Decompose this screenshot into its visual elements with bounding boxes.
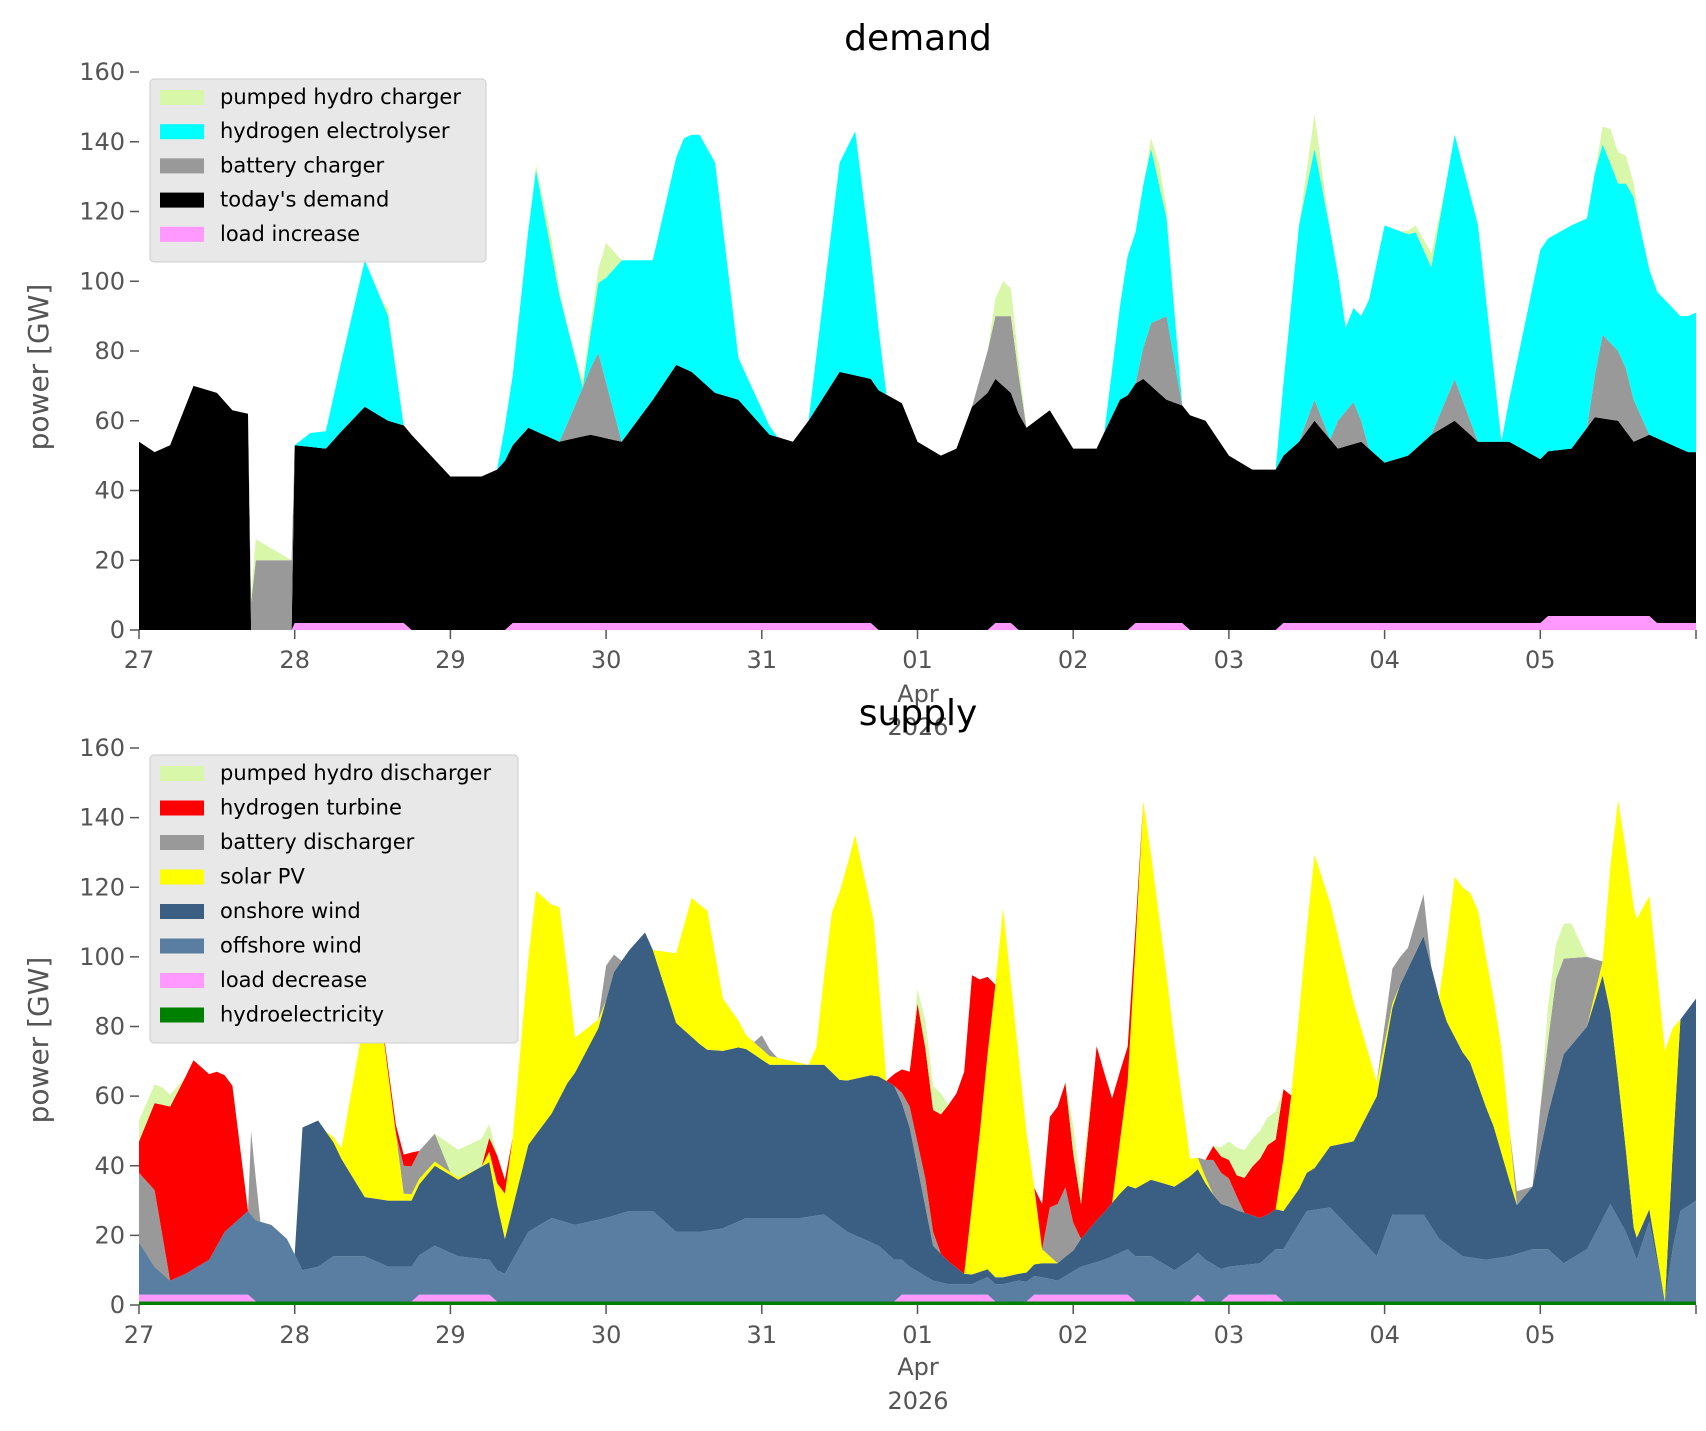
- y-tick-label: 60: [94, 407, 125, 435]
- x-tick-label: 01: [902, 646, 933, 674]
- series-area-solar-pv: [139, 800, 1696, 1302]
- x-tick-label: 27: [124, 646, 155, 674]
- x-tick-label: 31: [747, 646, 778, 674]
- legend-swatch-offshore-wind: [160, 938, 204, 954]
- x-axis: 27 28 29 30 31 01 02 03 04 05: [124, 630, 1697, 674]
- plot-area: [139, 800, 1696, 1305]
- y-tick-label: 160: [79, 58, 125, 86]
- y-tick-label: 40: [94, 1152, 125, 1180]
- x-axis-month-label: Apr: [897, 1353, 939, 1381]
- x-tick-label: 01: [902, 1321, 933, 1349]
- legend-swatch-onshore-wind: [160, 904, 204, 919]
- y-axis: 0 20 40 60 80 100 120 140 160: [79, 58, 139, 644]
- series-area-today-s-demand: [139, 364, 1696, 630]
- y-tick-label: 0: [110, 1291, 125, 1319]
- legend-label-battery-charger: battery charger: [220, 153, 385, 177]
- x-tick-label: 31: [747, 1321, 778, 1349]
- x-tick-label: 29: [435, 1321, 466, 1349]
- y-tick-label: 140: [79, 128, 125, 156]
- x-tick-label: 05: [1525, 646, 1556, 674]
- x-axis: 27 28 29 30 31 01 02 03 04 05: [124, 1305, 1697, 1349]
- demand-chart: demand power [GW] 020406080100120140160 …: [22, 18, 1697, 741]
- legend-swatch-hydrogen-turbine: [160, 800, 204, 816]
- x-tick-label: 30: [591, 1321, 622, 1349]
- y-tick-label: 120: [79, 873, 125, 901]
- supply-chart: supply power [GW] 020406080100120140160 …: [22, 693, 1697, 1415]
- legend-label-hydroelectricity: hydroelectricity: [220, 1003, 384, 1027]
- legend-label-pumped-hydro-charger: pumped hydro charger: [220, 85, 461, 109]
- x-tick-label: 27: [124, 1321, 155, 1349]
- legend-swatch-battery-discharger: [160, 835, 204, 850]
- legend-label-solar-pv: solar PV: [220, 865, 305, 889]
- x-tick-label: 04: [1369, 1321, 1400, 1349]
- x-axis-month-label: Apr: [897, 680, 939, 708]
- series-area-hydroelectricity: [139, 1301, 1696, 1305]
- series-area-battery-discharger: [139, 800, 1696, 1281]
- y-tick-label: 40: [94, 477, 125, 505]
- legend-label-battery-discharger: battery discharger: [220, 830, 415, 854]
- x-tick-label: 29: [435, 646, 466, 674]
- x-tick-label: 28: [279, 1321, 310, 1349]
- plot-area: [139, 113, 1696, 630]
- y-axis-label: power [GW]: [22, 284, 55, 451]
- x-axis-year-label: 2026: [887, 713, 948, 741]
- legend-swatch-hydroelectricity: [160, 1007, 204, 1023]
- legend-label-pumped-hydro-discharger: pumped hydro discharger: [220, 761, 491, 785]
- y-tick-label: 0: [110, 616, 125, 644]
- legend-label-hydrogen-turbine: hydrogen turbine: [220, 796, 402, 820]
- y-tick-label: 100: [79, 267, 125, 295]
- series-area-offshore-wind: [139, 1200, 1696, 1302]
- legend-swatch-pumped-hydro-charger: [160, 90, 204, 105]
- legend-swatch-hydrogen-electrolyser: [160, 124, 204, 140]
- legend-label-hydrogen-electrolyser: hydrogen electrolyser: [220, 119, 450, 143]
- series-area-hydrogen-turbine: [139, 800, 1696, 1281]
- legend: pumped hydro charger hydrogen electrolyse…: [149, 78, 487, 263]
- series-area-onshore-wind: [139, 932, 1696, 1302]
- legend-swatch-today-s-demand: [160, 192, 204, 208]
- y-tick-label: 20: [94, 1221, 125, 1249]
- legend: pumped hydro discharger hydrogen turbine b…: [149, 754, 519, 1044]
- legend-swatch-solar-pv: [160, 869, 204, 885]
- y-tick-label: 20: [94, 546, 125, 574]
- y-tick-label: 120: [79, 198, 125, 226]
- x-tick-label: 04: [1369, 646, 1400, 674]
- x-tick-label: 02: [1058, 1321, 1089, 1349]
- y-tick-label: 60: [94, 1082, 125, 1110]
- x-tick-label: 02: [1058, 646, 1089, 674]
- x-tick-label: 28: [279, 646, 310, 674]
- x-tick-label: 05: [1525, 1321, 1556, 1349]
- y-tick-label: 160: [79, 734, 125, 762]
- y-tick-label: 140: [79, 804, 125, 832]
- y-tick-label: 100: [79, 943, 125, 971]
- legend-swatch-load-increase: [160, 226, 204, 242]
- legend-swatch-pumped-hydro-discharger: [160, 766, 204, 781]
- legend-swatch-load-decrease: [160, 973, 204, 988]
- series-area-hydrogen-electrolyser: [139, 131, 1696, 603]
- legend-frame: [149, 78, 487, 263]
- chart-title: supply: [859, 693, 978, 734]
- legend-label-offshore-wind: offshore wind: [220, 934, 362, 958]
- legend-label-load-increase: load increase: [220, 222, 360, 246]
- x-tick-label: 30: [591, 646, 622, 674]
- legend-label-load-decrease: load decrease: [220, 968, 367, 992]
- y-tick-label: 80: [94, 1013, 125, 1041]
- legend-label-onshore-wind: onshore wind: [220, 899, 361, 923]
- y-axis-label: power [GW]: [22, 957, 55, 1124]
- y-tick-label: 80: [94, 337, 125, 365]
- series-area-load-increase: [139, 616, 1696, 630]
- x-tick-label: 03: [1214, 646, 1245, 674]
- x-axis-year-label: 2026: [887, 1387, 948, 1415]
- series-area-load-decrease: [139, 1294, 1696, 1302]
- legend-frame: [149, 754, 519, 1044]
- legend-label-today-s-demand: today's demand: [220, 188, 389, 212]
- y-axis: 0 20 40 60 80 100 120 140 160: [79, 734, 139, 1319]
- chart-title: demand: [844, 18, 992, 59]
- x-tick-label: 03: [1214, 1321, 1245, 1349]
- legend-swatch-battery-charger: [160, 158, 204, 174]
